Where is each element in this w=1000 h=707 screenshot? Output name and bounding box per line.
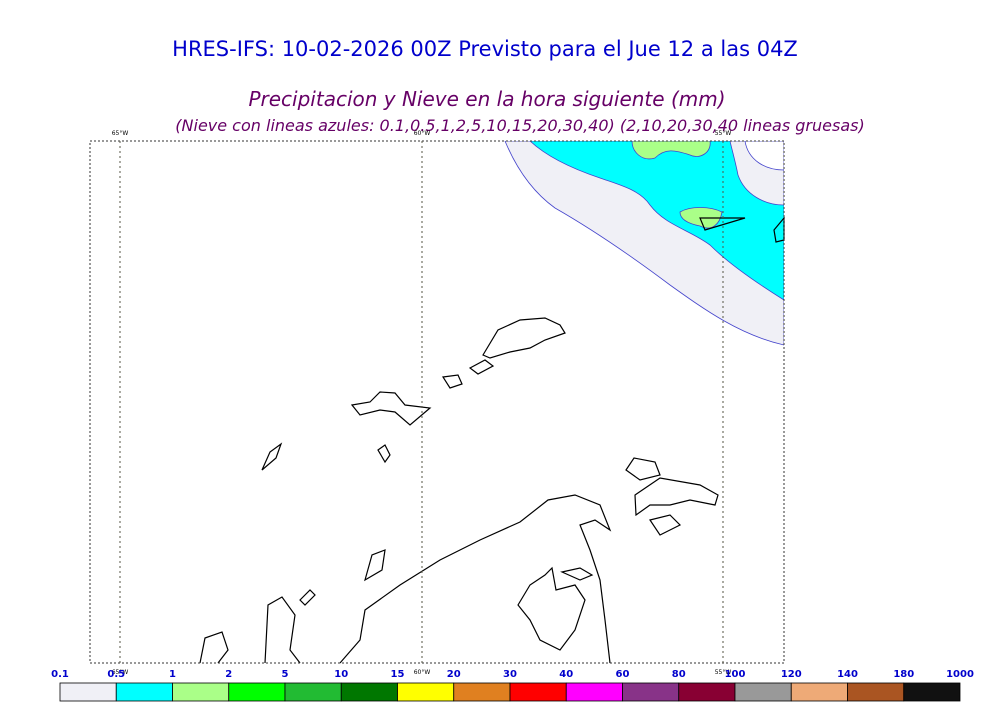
colorbar-swatch [565,682,623,702]
title: HRES-IFS: 10-02-2026 00Z Previsto para e… [172,37,798,61]
colorbar-label: 60 [616,669,630,680]
meridian-label: 60°W [414,130,431,137]
colorbar-label: 15 [391,669,405,680]
colorbar: 0.1 0.5 1 2 5 10 15 20 30 40 60 80 100 120 140 180 1000 [51,669,974,702]
colorbar-swatch [903,682,961,702]
colorbar-label: 180 [893,669,914,680]
colorbar-label: 5 [282,669,289,680]
coastline [199,216,785,664]
colorbar-label: 120 [781,669,802,680]
colorbar-swatch [678,682,736,702]
meridian-label: 60°W [414,669,431,676]
colorbar-swatch [509,682,567,702]
colorbar-swatch [453,682,511,702]
colorbar-label: 10 [334,669,348,680]
meridians: 65°W 65°W 60°W 60°W 55°W 55°W [112,130,732,676]
colorbar-swatch [172,682,230,702]
colorbar-swatch [790,682,848,702]
meridian-label: 65°W [112,130,129,137]
precip-field [504,141,784,346]
colorbar-label: 140 [837,669,858,680]
meridian-label: 55°W [715,669,732,676]
colorbar-label: 0.5 [107,669,125,680]
colorbar-swatch [340,682,398,702]
note: (Nieve con lineas azules: 0.1,0.5,1,2,5,… [175,116,864,135]
colorbar-label: 1000 [946,669,974,680]
colorbar-swatch [847,682,905,702]
meridian-label: 65°W [112,669,129,676]
colorbar-swatch [734,682,792,702]
map: 65°W 65°W 60°W 60°W 55°W 55°W [89,130,785,676]
colorbar-label: 2 [225,669,232,680]
subtitle: Precipitacion y Nieve en la hora siguien… [248,87,725,111]
colorbar-swatch [228,682,286,702]
colorbar-label: 80 [672,669,686,680]
meridian-label: 55°W [715,130,732,137]
colorbar-swatch [115,682,173,702]
colorbar-label: 100 [725,669,746,680]
colorbar-swatch [284,682,342,702]
colorbar-label: 20 [447,669,461,680]
colorbar-label: 0.1 [51,669,69,680]
colorbar-swatch [622,682,680,702]
colorbar-label: 1 [169,669,176,680]
colorbar-swatch [397,682,455,702]
colorbar-swatch [59,682,117,702]
colorbar-label: 40 [559,669,573,680]
colorbar-label: 30 [503,669,517,680]
